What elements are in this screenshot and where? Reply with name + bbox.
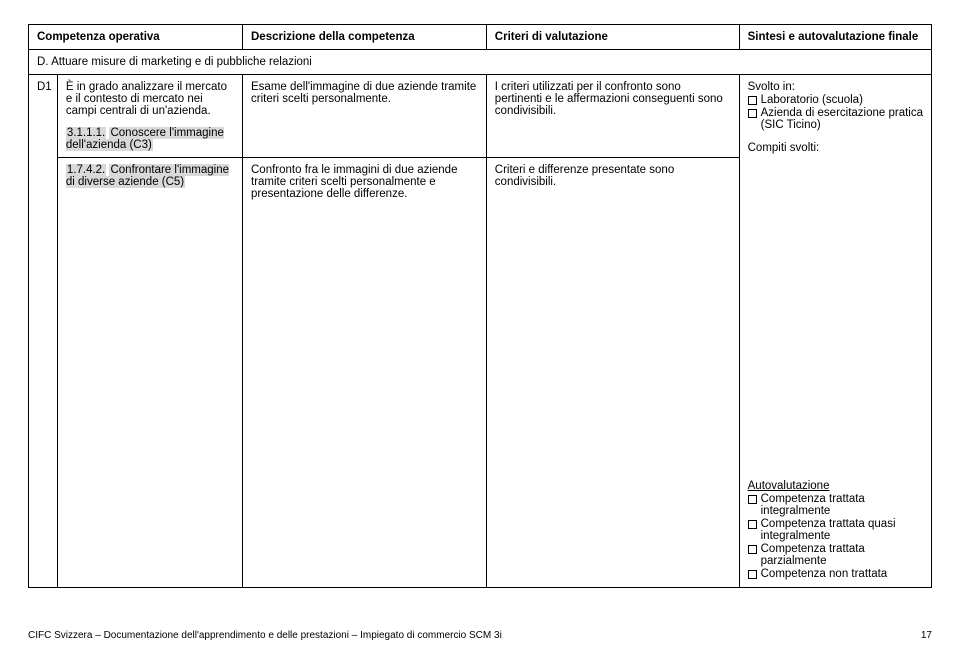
header-col1: Competenza operativa [29,25,243,50]
svolto-option-2-label: Azienda di esercitazione pratica (SIC Ti… [761,107,923,131]
col3-p1: I criteri utilizzati per il confronto so… [495,81,731,117]
autov-option-2-label: Competenza trattata quasi integralmente [761,518,923,542]
svolto-option-1-label: Laboratorio (scuola) [761,94,923,106]
cell-col2-bottom: Confronto fra le immagini di due aziende… [243,158,487,588]
item2-code: 1.7.4.2. [66,164,106,176]
cell-col2-top: Esame dell'immagine di due aziende trami… [243,75,487,158]
section-title: Attuare misure di marketing e di pubblic… [51,56,312,68]
competency-table: Competenza operativa Descrizione della c… [28,24,932,588]
page-footer: CIFC Svizzera – Documentazione dell'appr… [28,630,932,641]
cell-col4: Svolto in: Laboratorio (scuola) Azienda … [739,75,931,588]
page: Competenza operativa Descrizione della c… [0,0,960,588]
cell-col3-bottom: Criteri e differenze presentate sono con… [486,158,739,588]
cell-col1-top: È in grado analizzare il mercato e il co… [57,75,242,158]
section-row: D. Attuare misure di marketing e di pubb… [29,50,932,75]
svolto-in-label: Svolto in: [748,81,923,93]
cell-col1-bottom: 1.7.4.2. Confrontare l'immagine di diver… [57,158,242,588]
row-id-d1: D1 [29,75,58,588]
checkbox-icon[interactable] [748,109,757,118]
footer-left: CIFC Svizzera – Documentazione dell'appr… [28,630,502,641]
autov-option-1: Competenza trattata integralmente [748,493,923,517]
checkbox-icon[interactable] [748,545,757,554]
col3-p2: Criteri e differenze presentate sono con… [495,164,731,188]
col1-paragraph: È in grado analizzare il mercato e il co… [66,81,234,117]
col2-p1: Esame dell'immagine di due aziende trami… [251,81,478,105]
item1-code: 3.1.1.1. [66,127,106,139]
checkbox-icon[interactable] [748,570,757,579]
section-prefix: D. [37,56,49,68]
autov-option-1-label: Competenza trattata integralmente [761,493,923,517]
section-cell: D. Attuare misure di marketing e di pubb… [29,50,932,75]
svolto-option-1: Laboratorio (scuola) [748,94,923,106]
autov-option-2: Competenza trattata quasi integralmente [748,518,923,542]
col1-item1: 3.1.1.1. Conoscere l'immagine dell'azien… [66,127,234,151]
autovalutazione-title: Autovalutazione [748,480,923,492]
compiti-svolti-label: Compiti svolti: [748,142,923,154]
cell-col3-top: I criteri utilizzati per il confronto so… [486,75,739,158]
checkbox-icon[interactable] [748,495,757,504]
autovalutazione-block: Autovalutazione Competenza trattata inte… [748,480,923,581]
header-col2: Descrizione della competenza [243,25,487,50]
header-col4: Sintesi e autovalutazione finale [739,25,931,50]
col4-top-group: Svolto in: Laboratorio (scuola) Azienda … [748,81,923,154]
checkbox-icon[interactable] [748,96,757,105]
footer-page-number: 17 [921,630,932,641]
autov-option-3: Competenza trattata parzialmente [748,543,923,567]
col2-p2: Confronto fra le immagini di due aziende… [251,164,478,200]
header-col3: Criteri di valutazione [486,25,739,50]
header-row: Competenza operativa Descrizione della c… [29,25,932,50]
autov-option-4: Competenza non trattata [748,568,923,580]
autov-option-4-label: Competenza non trattata [761,568,923,580]
col1-item2: 1.7.4.2. Confrontare l'immagine di diver… [66,164,234,188]
checkbox-icon[interactable] [748,520,757,529]
autov-option-3-label: Competenza trattata parzialmente [761,543,923,567]
content-row-1: D1 È in grado analizzare il mercato e il… [29,75,932,158]
svolto-option-2: Azienda di esercitazione pratica (SIC Ti… [748,107,923,131]
